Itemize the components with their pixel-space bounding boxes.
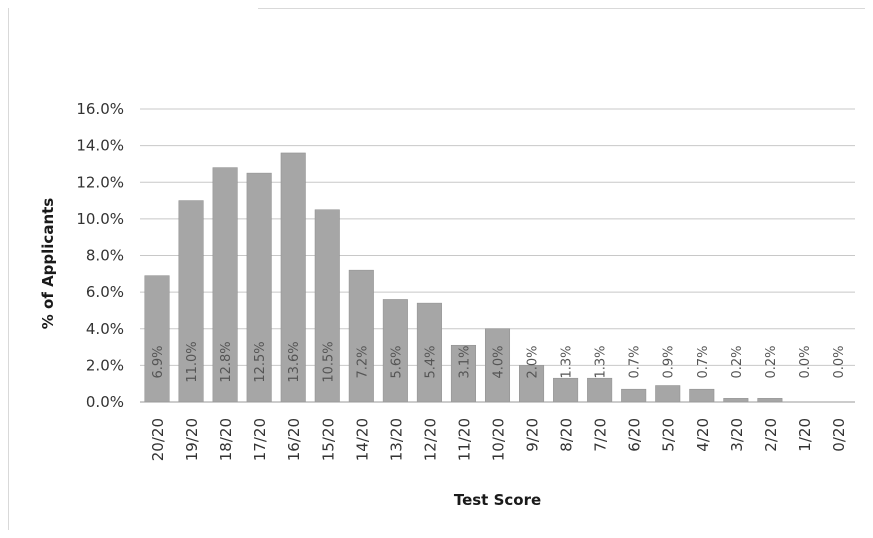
y-tick-label: 14.0% <box>76 137 124 155</box>
bar <box>314 209 340 403</box>
bar-data-label: 5.4% <box>423 345 438 378</box>
x-axis-ticks: 20/20 19/20 18/20 17/20 16/20 15/20 14/20 13/20… <box>149 418 848 461</box>
bar-data-label: 12.5% <box>253 341 268 382</box>
bar-data-label: 4.0% <box>492 345 507 378</box>
x-tick-label: 1/20 <box>796 418 814 452</box>
bar-data-label: 0.2% <box>730 345 745 378</box>
y-tick-label: 2.0% <box>86 356 124 374</box>
x-tick-label: 11/20 <box>455 418 473 461</box>
y-tick-label: 12.0% <box>76 173 124 191</box>
x-tick-label: 6/20 <box>626 418 644 452</box>
x-tick-label: 13/20 <box>387 418 405 461</box>
x-tick-label: 9/20 <box>524 418 542 452</box>
y-axis-title: % of Applicants <box>39 198 57 330</box>
x-tick-label: 15/20 <box>319 418 337 461</box>
x-tick-label: 16/20 <box>285 418 303 461</box>
bar-data-label: 6.9% <box>151 345 166 378</box>
frame-left-edge <box>8 8 9 530</box>
x-tick-label: 8/20 <box>558 418 576 452</box>
y-axis-ticks: 0.0% 2.0% 4.0% 6.0% 8.0% 10.0% 12.0% 14.0% 16.0% <box>76 100 124 411</box>
bar <box>450 344 476 403</box>
y-tick-label: 6.0% <box>86 283 124 301</box>
bar-data-label: 1.3% <box>594 345 609 378</box>
bar <box>757 398 783 403</box>
bar-data-label: 12.8% <box>219 341 234 382</box>
bar-data-label: 5.6% <box>389 345 404 378</box>
bar <box>212 167 238 403</box>
bar <box>655 385 681 403</box>
bars <box>144 152 783 403</box>
y-tick-label: 4.0% <box>86 320 124 338</box>
bar <box>246 172 272 403</box>
bar <box>519 365 545 403</box>
bar <box>416 302 442 403</box>
y-tick-label: 16.0% <box>76 100 124 118</box>
x-tick-label: 20/20 <box>149 418 167 461</box>
bar-data-label: 0.0% <box>798 345 813 378</box>
y-tick-label: 0.0% <box>86 393 124 411</box>
y-tick-label: 10.0% <box>76 210 124 228</box>
x-tick-label: 17/20 <box>251 418 269 461</box>
bar-data-label: 3.1% <box>457 345 472 378</box>
bar <box>621 388 647 403</box>
bar-data-label: 10.5% <box>321 341 336 382</box>
x-tick-label: 10/20 <box>490 418 508 461</box>
bar-data-label: 2.0% <box>526 345 541 378</box>
bar <box>553 377 579 403</box>
bar-data-label: 7.2% <box>355 345 370 378</box>
bar <box>382 299 408 403</box>
x-tick-label: 18/20 <box>217 418 235 461</box>
x-tick-label: 19/20 <box>183 418 201 461</box>
frame-top-edge <box>258 8 865 9</box>
x-tick-label: 14/20 <box>353 418 371 461</box>
x-tick-label: 7/20 <box>592 418 610 452</box>
bar-data-label: 11.0% <box>185 341 200 382</box>
bar-data-label: 0.7% <box>628 345 643 378</box>
bar-data-label: 0.7% <box>696 345 711 378</box>
bar <box>689 388 715 403</box>
bar-data-label: 0.2% <box>764 345 779 378</box>
x-axis-title: Test Score <box>454 491 541 509</box>
bar <box>484 328 511 403</box>
x-tick-label: 12/20 <box>421 418 439 461</box>
bar-data-label: 13.6% <box>287 341 302 382</box>
x-tick-label: 2/20 <box>762 418 780 452</box>
bar-data-label: 0.0% <box>832 345 847 378</box>
bar <box>144 275 170 403</box>
bar <box>178 200 204 403</box>
bar-data-labels: 6.9% 11.0% 12.8% 12.5% 13.6% 10.5% 7.2% 5.6% 5.4… <box>151 341 847 382</box>
x-tick-label: 4/20 <box>694 418 712 452</box>
bar <box>723 398 749 403</box>
bar <box>587 377 613 403</box>
bar-data-label: 0.9% <box>662 345 677 378</box>
bar-data-label: 1.3% <box>560 345 575 378</box>
y-tick-label: 8.0% <box>86 247 124 265</box>
x-tick-label: 0/20 <box>830 418 848 452</box>
x-tick-label: 5/20 <box>660 418 678 452</box>
x-tick-label: 3/20 <box>728 418 746 452</box>
bar <box>348 269 374 403</box>
